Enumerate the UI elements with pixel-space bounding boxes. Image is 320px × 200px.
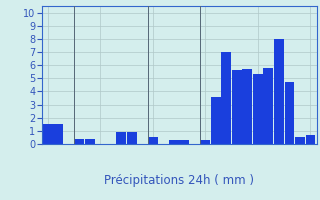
Bar — [43, 124, 53, 144]
Bar — [274, 39, 284, 144]
Bar — [221, 52, 231, 144]
Bar — [53, 124, 63, 144]
Bar — [284, 82, 294, 144]
Bar — [306, 135, 316, 144]
Text: Précipitations 24h ( mm ): Précipitations 24h ( mm ) — [104, 174, 254, 187]
Bar — [211, 97, 221, 144]
Bar — [180, 140, 189, 144]
Bar — [200, 140, 211, 144]
Bar — [127, 132, 137, 144]
Bar — [263, 68, 274, 144]
Bar — [295, 137, 305, 144]
Bar — [169, 140, 179, 144]
Bar — [253, 74, 263, 144]
Bar — [232, 70, 242, 144]
Bar — [85, 139, 95, 144]
Bar — [116, 132, 126, 144]
Bar — [243, 69, 252, 144]
Bar — [148, 137, 158, 144]
Bar — [75, 139, 84, 144]
